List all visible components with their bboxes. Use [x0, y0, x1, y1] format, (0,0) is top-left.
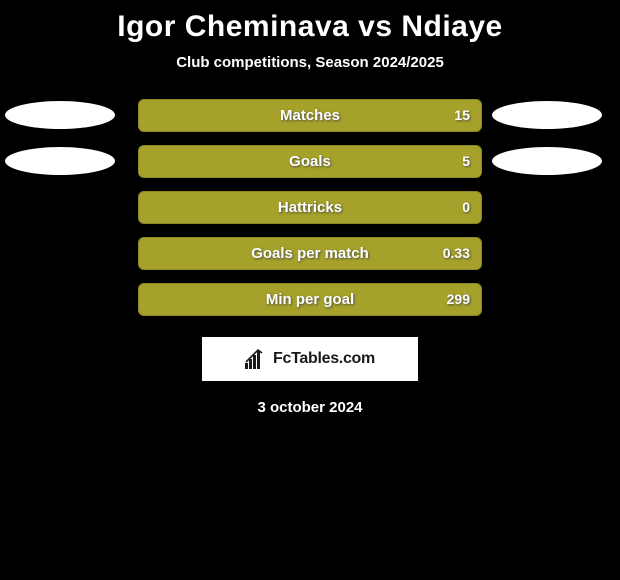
- comparison-card: Igor Cheminava vs Ndiaye Club competitio…: [0, 0, 620, 416]
- stat-bar-track: [138, 283, 482, 316]
- stat-row: Goals per match0.33: [0, 237, 620, 270]
- stat-row: Matches15: [0, 99, 620, 132]
- stat-bar-fill: [139, 146, 481, 177]
- date-text: 3 october 2024: [0, 381, 620, 416]
- stat-bar-fill: [139, 192, 481, 223]
- subtitle: Club competitions, Season 2024/2025: [0, 54, 620, 99]
- stat-row: Hattricks0: [0, 191, 620, 224]
- stat-bar-fill: [139, 238, 481, 269]
- player-oval-right: [492, 101, 602, 129]
- stat-bar-fill: [139, 100, 481, 131]
- page-title: Igor Cheminava vs Ndiaye: [0, 4, 620, 54]
- stat-bar-track: [138, 145, 482, 178]
- stat-bar-track: [138, 99, 482, 132]
- stat-row: Min per goal299: [0, 283, 620, 316]
- chart-bars-icon: [245, 349, 269, 369]
- stat-bar-fill: [139, 284, 481, 315]
- stat-bar-track: [138, 191, 482, 224]
- player-oval-left: [5, 101, 115, 129]
- player-oval-right: [492, 147, 602, 175]
- stat-rows: Matches15 Goals5 Hattricks0 Goals per match…: [0, 99, 620, 316]
- brand-badge: FcTables.com: [202, 337, 418, 381]
- player-oval-left: [5, 147, 115, 175]
- stat-bar-track: [138, 237, 482, 270]
- brand-text: FcTables.com: [273, 350, 375, 368]
- stat-row: Goals5: [0, 145, 620, 178]
